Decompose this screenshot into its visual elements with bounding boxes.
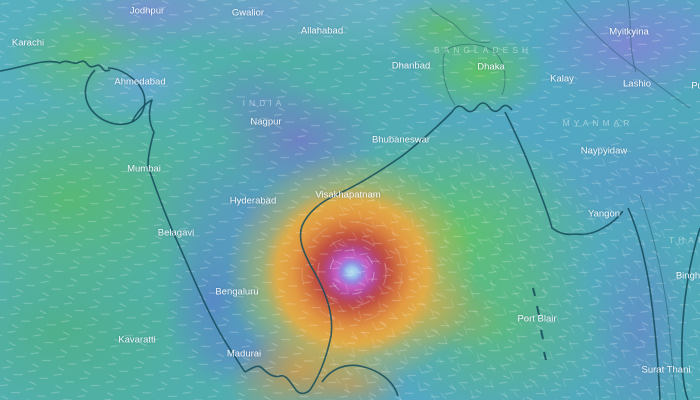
cyclone-swirl-rings xyxy=(301,221,403,323)
region-label-india: India xyxy=(242,97,286,108)
city-label-karachi: Karachi xyxy=(11,37,45,49)
country-borders xyxy=(429,0,691,400)
city-label-bingh: Bingh xyxy=(675,270,700,282)
city-label-puer: Pu xyxy=(691,80,700,92)
city-label-kavaratti: Kavaratti xyxy=(118,334,156,346)
city-label-dhaka: Dhaka xyxy=(477,61,505,73)
region-label-bangladesh: Bangladesh xyxy=(433,44,533,55)
region-label-myanmar: Myanmar xyxy=(562,117,634,128)
city-label-bhubaneswar: Bhubaneswar xyxy=(371,134,431,146)
city-label-belagavi: Belagavi xyxy=(157,227,195,239)
city-label-port-blair: Port Blair xyxy=(517,313,557,325)
city-label-bengaluru: Bengaluru xyxy=(215,286,259,298)
city-label-nagpur: Nagpur xyxy=(250,116,282,128)
city-label-lashio: Lashio xyxy=(623,78,651,90)
coastlines xyxy=(0,60,700,400)
city-label-ahmedabad: Ahmedabad xyxy=(114,76,166,88)
city-label-madurai: Madurai xyxy=(226,348,262,360)
city-label-naypyidaw: Naypyidaw xyxy=(580,145,628,157)
wind-streaks-cross xyxy=(330,150,700,400)
city-label-yangon: Yangon xyxy=(587,208,621,220)
city-label-visakhapatnam: Visakhapatnam xyxy=(315,189,381,201)
city-label-allahabad: Allahabad xyxy=(300,25,344,37)
city-label-kalay: Kalay xyxy=(550,73,574,85)
region-label-thailand: Thailand xyxy=(668,234,700,245)
city-label-myitkyina: Myitkyina xyxy=(609,26,649,38)
city-label-dhanbad: Dhanbad xyxy=(391,60,431,72)
city-label-jodhpur: Jodhpur xyxy=(129,5,165,17)
city-label-surat-thani: Surat Thani xyxy=(641,364,691,376)
city-label-hyderabad: Hyderabad xyxy=(229,195,277,207)
city-label-gwalior: Gwalior xyxy=(231,7,265,19)
city-label-mumbai: Mumbai xyxy=(127,163,161,175)
